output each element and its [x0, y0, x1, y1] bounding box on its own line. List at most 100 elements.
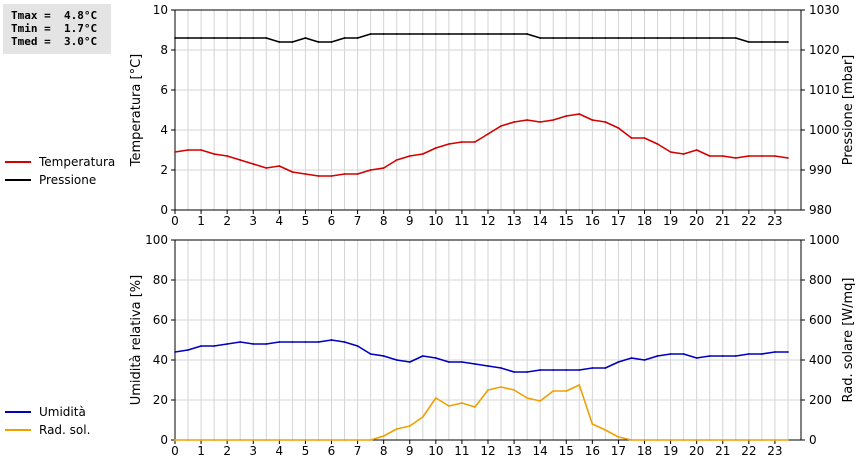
x-tick-label: 15	[559, 214, 574, 228]
stat-tmax: Tmax = 4.8°C	[11, 9, 98, 22]
series-point	[721, 37, 724, 39]
stat-tmin: Tmin = 1.7°C	[11, 22, 98, 35]
x-tick-label: 7	[354, 214, 362, 228]
series-point	[330, 41, 333, 43]
x-tick-label: 22	[741, 444, 756, 458]
series-point	[369, 439, 372, 441]
series-point	[708, 155, 711, 157]
x-tick-label: 14	[533, 214, 548, 228]
series-point	[500, 386, 502, 388]
series-point	[526, 371, 529, 373]
series-point	[591, 119, 594, 121]
series-point	[552, 119, 555, 121]
series-point	[461, 141, 463, 143]
series-point	[434, 33, 437, 35]
series-point	[708, 355, 711, 357]
series-point	[669, 439, 672, 441]
series-point	[226, 37, 229, 39]
series-point	[291, 171, 294, 173]
series-point	[382, 167, 385, 169]
series-point	[721, 355, 724, 357]
series-point	[239, 341, 242, 343]
series-point	[760, 155, 763, 157]
series-point	[787, 41, 789, 43]
series-point	[682, 439, 685, 441]
series-point	[643, 137, 646, 139]
series-point	[174, 37, 176, 39]
series-point	[513, 33, 515, 35]
x-tick-label: 14	[533, 444, 548, 458]
series-point	[174, 439, 176, 441]
series-point	[487, 33, 489, 35]
stats-box: Tmax = 4.8°C Tmin = 1.7°C Tmed = 3.0°C	[3, 4, 111, 54]
y-right-tick-label: 0	[809, 433, 817, 447]
series-point	[656, 355, 659, 357]
x-tick-label: 19	[663, 214, 678, 228]
series-point	[356, 345, 359, 347]
series-point	[630, 357, 633, 359]
y-left-axis-title: Umidità relativa [%]	[129, 275, 144, 405]
series-point	[343, 439, 346, 441]
series-point	[395, 359, 398, 361]
series-point	[421, 33, 424, 35]
series-point	[721, 439, 724, 441]
series-point	[734, 37, 737, 39]
series-point	[356, 37, 359, 39]
series-point	[382, 435, 385, 437]
series-point	[604, 121, 607, 123]
series-point	[617, 37, 620, 39]
series-point	[187, 439, 189, 441]
series-point	[734, 355, 737, 357]
series-point	[447, 33, 450, 35]
legend-item-umidita: Umidità	[5, 403, 90, 421]
series-point	[395, 428, 398, 430]
x-tick-label: 21	[715, 444, 730, 458]
legend-label-umidita: Umidità	[39, 405, 86, 419]
x-tick-label: 1	[197, 214, 205, 228]
series-point	[578, 369, 581, 371]
series-point	[187, 149, 189, 151]
series-point	[317, 41, 320, 43]
x-tick-label: 15	[559, 444, 574, 458]
series-point	[200, 345, 202, 347]
series-point	[265, 439, 268, 441]
series-point	[369, 353, 372, 355]
series-point	[760, 353, 763, 355]
series-point	[213, 37, 216, 39]
series-point	[787, 439, 789, 441]
series-point	[317, 341, 320, 343]
series-point	[304, 439, 307, 441]
series-point	[591, 367, 594, 369]
series-point	[617, 127, 620, 129]
series-point	[474, 141, 476, 143]
x-tick-label: 6	[328, 214, 336, 228]
x-tick-label: 6	[328, 444, 336, 458]
y-left-tick-label: 60	[153, 313, 168, 327]
series-point	[604, 367, 607, 369]
series-point	[382, 355, 385, 357]
series-point	[578, 37, 581, 39]
series-point	[500, 125, 502, 127]
series-point	[474, 363, 476, 365]
series-point	[669, 353, 672, 355]
series-point	[552, 369, 555, 371]
series-point	[330, 175, 333, 177]
y-left-tick-label: 10	[153, 3, 168, 17]
x-tick-label: 8	[380, 214, 388, 228]
x-tick-label: 8	[380, 444, 388, 458]
series-point	[734, 439, 737, 441]
legend-item-rad-sol: Rad. sol.	[5, 421, 90, 439]
series-point	[213, 345, 216, 347]
x-tick-label: 16	[585, 444, 600, 458]
series-point	[226, 439, 229, 441]
x-tick-label: 5	[302, 444, 310, 458]
series-point	[356, 439, 359, 441]
legend-swatch-temperatura	[5, 161, 31, 163]
y-left-tick-label: 4	[160, 123, 168, 137]
series-point	[252, 163, 255, 165]
x-tick-label: 12	[480, 214, 495, 228]
series-point	[343, 341, 346, 343]
chart-panel-hum: 0 1 2 3 4 5 6 7 8 9 10 11 12 13 14 15 16 17 18 19 20 21 22 2302…	[129, 233, 856, 458]
x-tick-label: 13	[506, 444, 521, 458]
